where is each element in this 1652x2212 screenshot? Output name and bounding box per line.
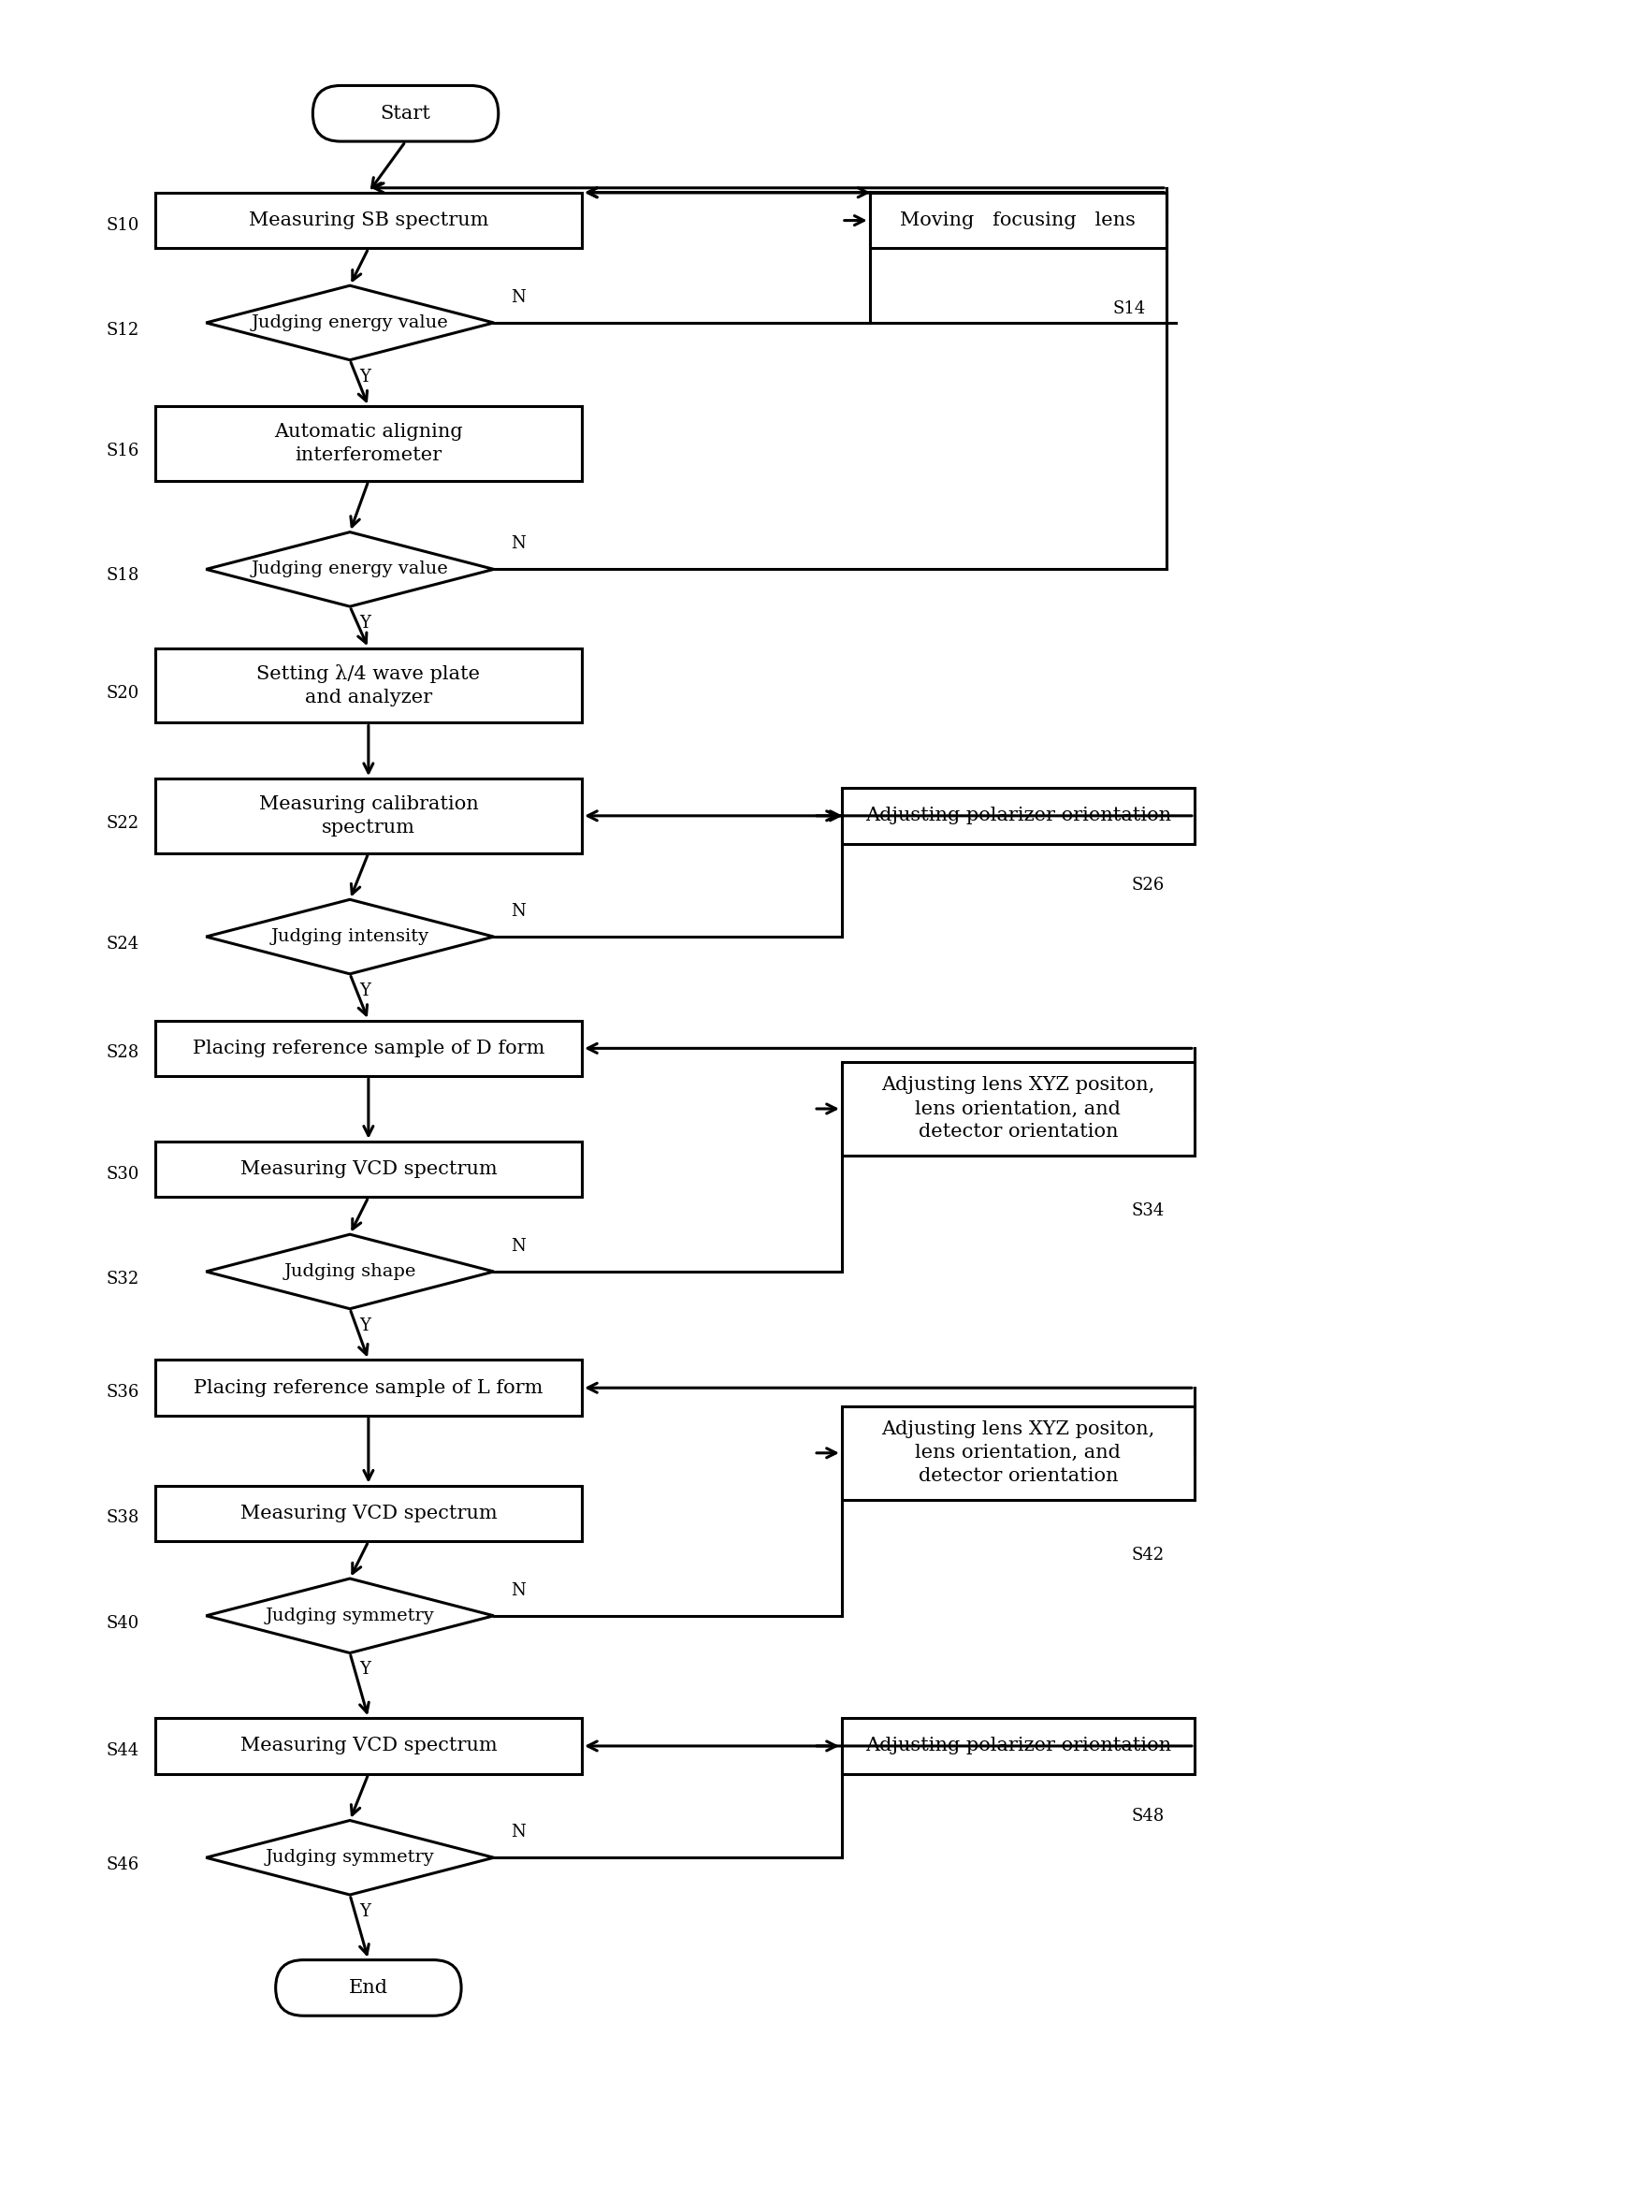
FancyBboxPatch shape bbox=[312, 86, 499, 142]
Bar bbox=[155, 1141, 582, 1197]
Text: S42: S42 bbox=[1132, 1546, 1165, 1564]
Bar bbox=[869, 192, 1166, 248]
Text: N: N bbox=[510, 1825, 525, 1840]
Text: Judging energy value: Judging energy value bbox=[251, 314, 448, 332]
Text: S30: S30 bbox=[106, 1166, 139, 1183]
Text: N: N bbox=[510, 1239, 525, 1254]
Text: Measuring VCD spectrum: Measuring VCD spectrum bbox=[240, 1161, 497, 1179]
Text: N: N bbox=[510, 290, 525, 305]
Text: S24: S24 bbox=[106, 936, 139, 953]
Bar bbox=[155, 192, 582, 248]
Text: Measuring calibration
spectrum: Measuring calibration spectrum bbox=[259, 794, 477, 836]
Text: S44: S44 bbox=[106, 1743, 139, 1759]
Bar bbox=[155, 1719, 582, 1774]
Text: Y: Y bbox=[358, 369, 370, 385]
Text: Judging symmetry: Judging symmetry bbox=[266, 1608, 434, 1624]
Text: Y: Y bbox=[358, 615, 370, 633]
Bar bbox=[843, 1062, 1194, 1155]
Text: Judging symmetry: Judging symmetry bbox=[266, 1849, 434, 1867]
Text: S26: S26 bbox=[1132, 878, 1165, 894]
Text: S48: S48 bbox=[1132, 1807, 1165, 1825]
Text: S18: S18 bbox=[106, 566, 139, 584]
Text: S12: S12 bbox=[106, 321, 139, 338]
Text: S36: S36 bbox=[106, 1385, 139, 1400]
Text: Y: Y bbox=[358, 982, 370, 1000]
Polygon shape bbox=[206, 285, 494, 361]
FancyBboxPatch shape bbox=[276, 1960, 461, 2015]
Text: Adjusting lens XYZ positon,
lens orientation, and
detector orientation: Adjusting lens XYZ positon, lens orienta… bbox=[882, 1077, 1155, 1141]
Text: End: End bbox=[349, 1980, 388, 1997]
Text: Y: Y bbox=[358, 1316, 370, 1334]
Text: Y: Y bbox=[358, 1902, 370, 1920]
Bar bbox=[155, 1020, 582, 1077]
Text: S10: S10 bbox=[106, 217, 139, 234]
Text: N: N bbox=[510, 902, 525, 920]
Text: Measuring VCD spectrum: Measuring VCD spectrum bbox=[240, 1504, 497, 1522]
Text: N: N bbox=[510, 1582, 525, 1599]
Text: Adjusting lens XYZ positon,
lens orientation, and
detector orientation: Adjusting lens XYZ positon, lens orienta… bbox=[882, 1420, 1155, 1484]
Polygon shape bbox=[206, 1579, 494, 1652]
Bar bbox=[155, 1360, 582, 1416]
Text: S20: S20 bbox=[106, 684, 139, 701]
Text: S28: S28 bbox=[106, 1044, 139, 1062]
Text: S22: S22 bbox=[106, 814, 139, 832]
Bar bbox=[155, 1486, 582, 1542]
Text: Judging shape: Judging shape bbox=[284, 1263, 416, 1281]
Bar bbox=[843, 1407, 1194, 1500]
Bar bbox=[155, 779, 582, 854]
Text: S34: S34 bbox=[1132, 1203, 1165, 1219]
Text: S32: S32 bbox=[106, 1270, 139, 1287]
Text: N: N bbox=[510, 535, 525, 553]
Bar bbox=[155, 407, 582, 480]
Text: Adjusting polarizer orientation: Adjusting polarizer orientation bbox=[866, 1736, 1171, 1754]
Polygon shape bbox=[206, 900, 494, 973]
Text: Measuring VCD spectrum: Measuring VCD spectrum bbox=[240, 1736, 497, 1754]
Text: S40: S40 bbox=[106, 1615, 139, 1632]
Polygon shape bbox=[206, 1820, 494, 1896]
Bar bbox=[843, 1719, 1194, 1774]
Polygon shape bbox=[206, 1234, 494, 1310]
Text: Placing reference sample of D form: Placing reference sample of D form bbox=[192, 1040, 545, 1057]
Text: Setting λ/4 wave plate
and analyzer: Setting λ/4 wave plate and analyzer bbox=[256, 664, 481, 706]
Text: Judging intensity: Judging intensity bbox=[271, 929, 430, 945]
Text: Placing reference sample of L form: Placing reference sample of L form bbox=[193, 1378, 544, 1396]
Text: Automatic aligning
interferometer: Automatic aligning interferometer bbox=[274, 422, 463, 465]
Text: S38: S38 bbox=[106, 1509, 139, 1526]
Text: Y: Y bbox=[358, 1661, 370, 1679]
Text: Measuring SB spectrum: Measuring SB spectrum bbox=[248, 212, 489, 230]
Text: Moving   focusing   lens: Moving focusing lens bbox=[900, 212, 1137, 230]
Bar bbox=[843, 787, 1194, 843]
Text: Judging energy value: Judging energy value bbox=[251, 562, 448, 577]
Text: Start: Start bbox=[380, 104, 431, 122]
Text: Adjusting polarizer orientation: Adjusting polarizer orientation bbox=[866, 807, 1171, 825]
Text: S16: S16 bbox=[106, 442, 139, 460]
Polygon shape bbox=[206, 533, 494, 606]
Bar bbox=[155, 648, 582, 723]
Text: S14: S14 bbox=[1113, 301, 1146, 316]
Text: S46: S46 bbox=[106, 1856, 139, 1874]
